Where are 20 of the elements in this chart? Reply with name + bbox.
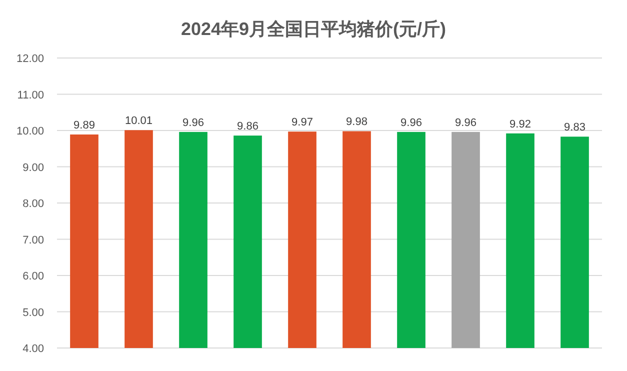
y-tick-label: 12.00 xyxy=(16,53,44,65)
y-tick-label: 5.00 xyxy=(22,306,44,319)
data-label: 9.96 xyxy=(455,116,476,129)
data-label: 9.86 xyxy=(237,120,258,133)
data-label: 9.89 xyxy=(74,119,95,132)
data-label: 9.97 xyxy=(292,116,313,129)
data-label: 9.96 xyxy=(182,116,204,129)
data-label: 9.98 xyxy=(346,116,368,128)
data-label: 9.96 xyxy=(400,116,422,129)
data-label: 10.01 xyxy=(124,115,153,128)
y-tick-label: 11.00 xyxy=(17,89,44,102)
y-tick-label: 7.00 xyxy=(22,234,44,246)
y-tick-label: 6.00 xyxy=(22,270,44,282)
y-tick-label: 10.00 xyxy=(16,126,44,138)
data-label: 9.92 xyxy=(510,118,531,130)
y-tick-label: 8.00 xyxy=(22,198,44,210)
data-label: 9.83 xyxy=(564,122,586,134)
y-tick-label: 4.00 xyxy=(22,343,44,355)
title: 2024年9月全国日平均猪价(元/斤) xyxy=(180,19,446,39)
y-tick-label: 9.00 xyxy=(22,162,44,174)
